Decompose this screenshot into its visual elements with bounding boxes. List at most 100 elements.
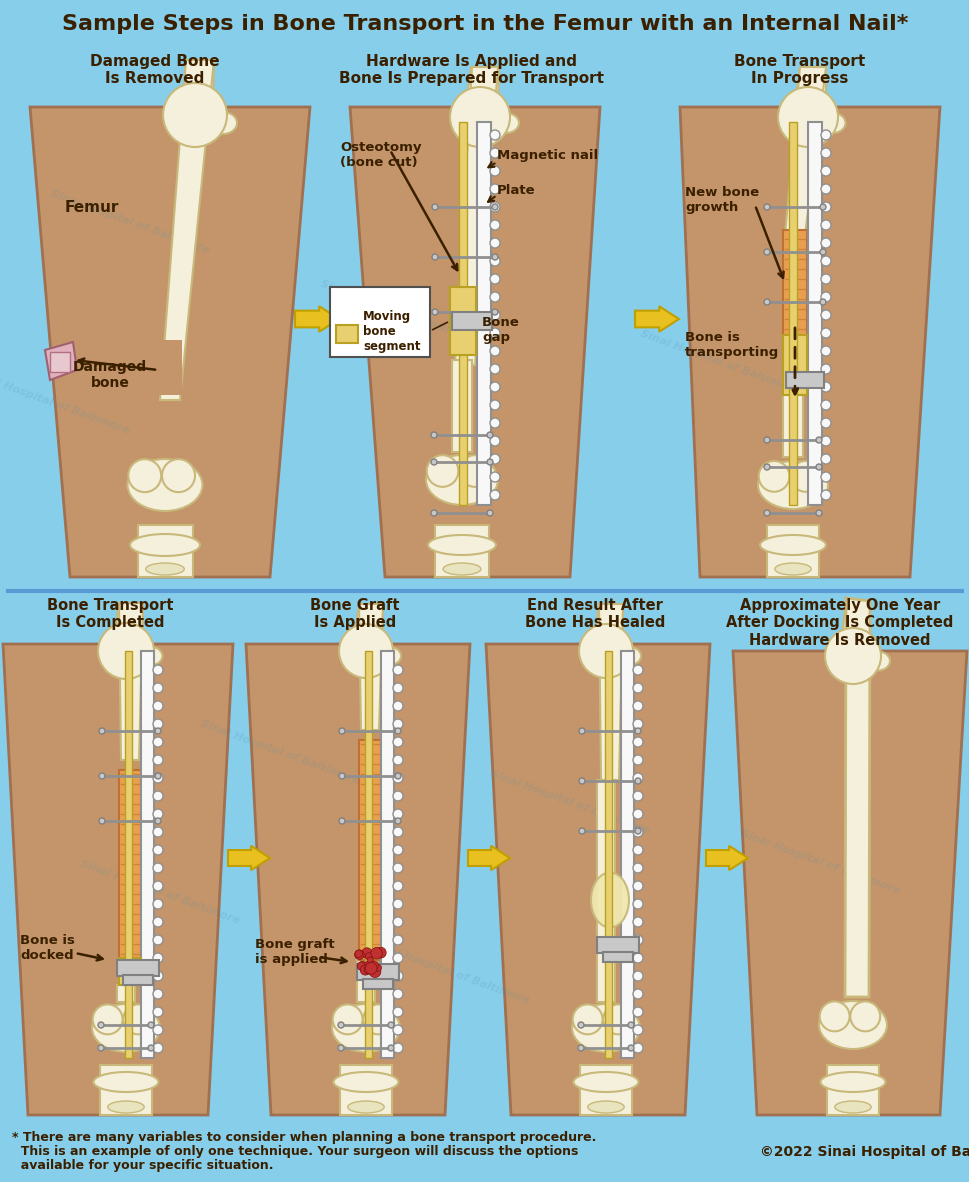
Circle shape <box>392 808 402 819</box>
Circle shape <box>815 437 821 443</box>
Circle shape <box>153 1043 163 1053</box>
Bar <box>119 769 141 960</box>
Text: Femur: Femur <box>65 200 119 214</box>
Circle shape <box>392 900 402 909</box>
Circle shape <box>431 204 438 210</box>
Bar <box>357 960 375 1002</box>
Text: Bone is
docked: Bone is docked <box>20 934 75 962</box>
Circle shape <box>603 1005 633 1034</box>
Bar <box>827 1065 878 1115</box>
Circle shape <box>486 459 492 465</box>
Ellipse shape <box>108 1100 144 1113</box>
Bar <box>117 960 159 976</box>
Circle shape <box>578 728 584 734</box>
Ellipse shape <box>427 535 495 556</box>
Bar <box>100 1065 152 1115</box>
Bar <box>381 651 393 1058</box>
Polygon shape <box>467 846 510 870</box>
Circle shape <box>820 274 830 284</box>
Circle shape <box>148 1045 154 1051</box>
Circle shape <box>489 184 499 194</box>
Circle shape <box>392 1043 402 1053</box>
Bar <box>782 230 806 335</box>
Text: End Result After
Bone Has Healed: End Result After Bone Has Healed <box>524 598 665 630</box>
Text: Damaged Bone
Is Removed: Damaged Bone Is Removed <box>90 54 220 86</box>
Circle shape <box>357 962 365 970</box>
Circle shape <box>820 382 830 392</box>
Circle shape <box>98 623 154 678</box>
Circle shape <box>392 683 402 693</box>
Circle shape <box>369 961 378 970</box>
Circle shape <box>578 778 584 784</box>
Circle shape <box>633 773 642 782</box>
Ellipse shape <box>425 455 497 505</box>
Circle shape <box>627 1022 634 1028</box>
Circle shape <box>431 254 438 260</box>
Circle shape <box>489 292 499 301</box>
Circle shape <box>392 970 402 981</box>
Bar <box>596 937 639 953</box>
Polygon shape <box>733 651 966 1115</box>
Circle shape <box>633 719 642 729</box>
Circle shape <box>819 249 826 255</box>
Ellipse shape <box>331 1004 399 1052</box>
Circle shape <box>489 436 499 446</box>
Ellipse shape <box>619 648 641 664</box>
Circle shape <box>633 738 642 747</box>
Bar <box>138 525 193 577</box>
Circle shape <box>635 829 641 834</box>
Circle shape <box>633 845 642 855</box>
Text: * There are many variables to consider when planning a bone transport procedure.: * There are many variables to consider w… <box>12 1131 596 1144</box>
Text: Sample Steps in Bone Transport in the Femur with an Internal Nail*: Sample Steps in Bone Transport in the Fe… <box>62 14 907 34</box>
Polygon shape <box>114 603 142 644</box>
Circle shape <box>99 728 105 734</box>
Ellipse shape <box>573 1072 638 1092</box>
Circle shape <box>489 202 499 212</box>
Circle shape <box>633 863 642 873</box>
Circle shape <box>153 953 163 963</box>
Circle shape <box>355 950 363 960</box>
Ellipse shape <box>818 1001 886 1048</box>
Circle shape <box>819 1001 849 1032</box>
Circle shape <box>153 719 163 729</box>
Circle shape <box>392 827 402 837</box>
Circle shape <box>337 1045 344 1051</box>
Polygon shape <box>295 306 338 332</box>
Circle shape <box>355 950 362 957</box>
Circle shape <box>155 728 161 734</box>
Circle shape <box>365 953 372 960</box>
Ellipse shape <box>820 113 845 134</box>
Circle shape <box>392 701 402 712</box>
Circle shape <box>363 1005 392 1034</box>
Circle shape <box>633 665 642 675</box>
Circle shape <box>820 310 830 320</box>
Circle shape <box>820 400 830 410</box>
Circle shape <box>820 165 830 176</box>
Circle shape <box>489 491 499 500</box>
Circle shape <box>365 962 377 974</box>
Circle shape <box>162 459 195 492</box>
Circle shape <box>128 459 161 492</box>
Circle shape <box>633 989 642 999</box>
Circle shape <box>98 1045 104 1051</box>
Bar <box>579 1065 632 1115</box>
Circle shape <box>153 863 163 873</box>
Circle shape <box>633 755 642 765</box>
Ellipse shape <box>865 651 890 670</box>
Text: Sinai Hospital of Baltimore: Sinai Hospital of Baltimore <box>0 369 131 435</box>
Circle shape <box>820 418 830 428</box>
Circle shape <box>337 1022 344 1028</box>
Polygon shape <box>844 598 869 996</box>
Bar <box>452 312 491 330</box>
Polygon shape <box>228 846 269 870</box>
Circle shape <box>375 947 386 959</box>
Circle shape <box>572 1005 602 1034</box>
Text: Magnetic nail: Magnetic nail <box>496 149 598 162</box>
Circle shape <box>764 465 769 470</box>
Circle shape <box>491 309 497 314</box>
Text: Bone is
transporting: Bone is transporting <box>684 331 778 359</box>
Polygon shape <box>599 604 622 780</box>
Circle shape <box>338 624 392 678</box>
Text: Sinai Hospital of Baltimore: Sinai Hospital of Baltimore <box>319 279 481 345</box>
Circle shape <box>489 310 499 320</box>
